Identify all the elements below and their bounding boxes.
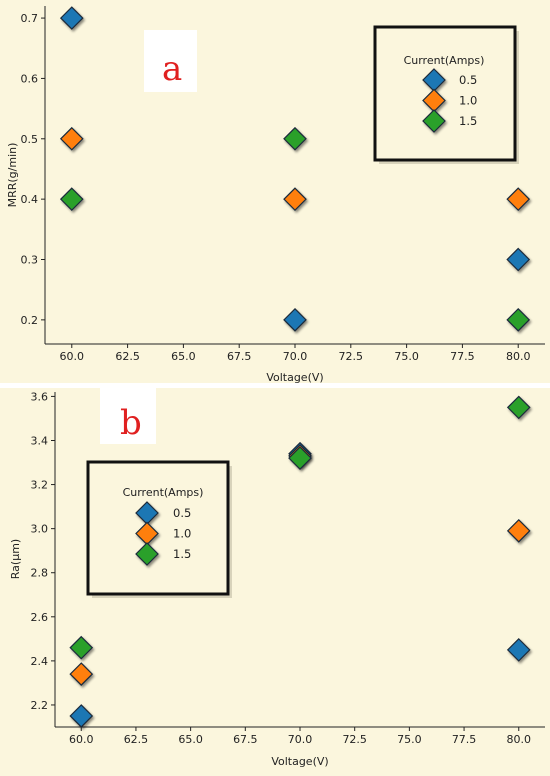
legend-label-0.5: 0.5 xyxy=(173,506,191,520)
y-tick-label: 0.5 xyxy=(21,133,39,146)
data-point-series-0.5 xyxy=(506,247,531,272)
panel-letter: a xyxy=(162,49,182,89)
x-tick-label: 70.0 xyxy=(288,733,313,746)
x-tick-label: 77.5 xyxy=(450,350,475,363)
x-tick-label: 60.0 xyxy=(60,350,85,363)
x-tick-label: 65.0 xyxy=(178,733,203,746)
x-tick-label: 60.0 xyxy=(69,733,94,746)
x-tick-label: 72.5 xyxy=(339,350,364,363)
data-point-series-1.0 xyxy=(506,187,531,211)
chart-panel-a: 60.0 62.5 65.0 67.5 70.0 72.5 75.0 77.5 80.0 0.2 0… xyxy=(0,0,550,384)
panel-letter: b xyxy=(120,403,142,443)
x-tick-label: 80.0 xyxy=(506,350,531,363)
data-point-series-1.5 xyxy=(506,395,531,420)
data-point-series-1.0 xyxy=(69,662,94,686)
legend-marker-1.5 xyxy=(422,109,446,133)
x-tick-label: 75.0 xyxy=(397,733,422,746)
data-point-series-1.5 xyxy=(59,187,84,211)
panel-letter-box xyxy=(100,386,156,444)
data-point-series-0.5 xyxy=(59,6,84,30)
y-axis-label: Ra(μm) xyxy=(9,539,22,579)
legend-box xyxy=(373,25,517,162)
legend: Current(Amps) 0.5 1.0 1.5 xyxy=(86,460,232,598)
y-tick-label: 2.8 xyxy=(31,567,49,580)
legend-label-1.0: 1.0 xyxy=(459,94,477,108)
legend-box xyxy=(86,460,230,596)
x-tick-label: 67.5 xyxy=(233,733,258,746)
x-tick-label: 70.0 xyxy=(283,350,308,363)
data-point-series-1.5 xyxy=(288,446,312,470)
data-point-series-0.5 xyxy=(69,704,94,728)
legend-title: Current(Amps) xyxy=(123,486,204,499)
x-tick-label: 67.5 xyxy=(227,350,252,363)
y-tick-label: 2.6 xyxy=(31,611,49,624)
data-point-series-1.5 xyxy=(283,126,307,151)
y-tick-label: 3.0 xyxy=(31,523,49,536)
y-tick-label: 3.6 xyxy=(31,390,49,403)
y-tick-label: 0.4 xyxy=(21,193,39,206)
legend-label-1.5: 1.5 xyxy=(173,547,191,561)
data-point-series-1.0 xyxy=(59,126,84,151)
legend: Current(Amps) 0.5 1.0 1.5 xyxy=(373,25,519,164)
legend-label-1.5: 1.5 xyxy=(459,114,477,128)
legend-label-0.5: 0.5 xyxy=(459,73,477,87)
y-tick-label: 2.2 xyxy=(31,699,49,712)
x-axis-label: Voltage(V) xyxy=(271,755,328,768)
x-tick-label: 62.5 xyxy=(115,350,140,363)
y-tick-label: 0.2 xyxy=(21,314,39,327)
data-point-series-1.5 xyxy=(506,308,531,332)
panel-letter-box xyxy=(144,30,197,92)
data-point-series-1.0 xyxy=(283,187,307,211)
legend-label-1.0: 1.0 xyxy=(173,527,191,541)
chart-panel-b: 60.0 62.5 65.0 67.5 70.0 72.5 75.0 77.5 80.0 2.2 2… xyxy=(0,386,550,776)
legend-marker-1.5 xyxy=(135,542,159,566)
y-tick-label: 0.7 xyxy=(21,12,39,25)
x-tick-label: 62.5 xyxy=(124,733,149,746)
y-tick-label: 3.2 xyxy=(31,479,49,492)
y-axis-label: MRR(g/min) xyxy=(6,143,19,208)
y-tick-label: 0.6 xyxy=(21,72,39,85)
data-point-series-0.5 xyxy=(506,638,531,662)
x-tick-label: 65.0 xyxy=(171,350,196,363)
x-tick-label: 75.0 xyxy=(394,350,419,363)
y-tick-label: 2.4 xyxy=(31,655,49,668)
x-tick-label: 80.0 xyxy=(507,733,532,746)
data-point-series-0.5 xyxy=(283,308,307,332)
x-axis-label: Voltage(V) xyxy=(266,371,323,384)
data-point-series-1.5 xyxy=(69,635,94,660)
data-point-series-1.0 xyxy=(506,519,531,543)
legend-title: Current(Amps) xyxy=(404,54,485,67)
y-tick-label: 0.3 xyxy=(21,254,39,267)
y-tick-label: 3.4 xyxy=(31,434,49,447)
x-tick-label: 72.5 xyxy=(342,733,367,746)
x-tick-label: 77.5 xyxy=(452,733,477,746)
